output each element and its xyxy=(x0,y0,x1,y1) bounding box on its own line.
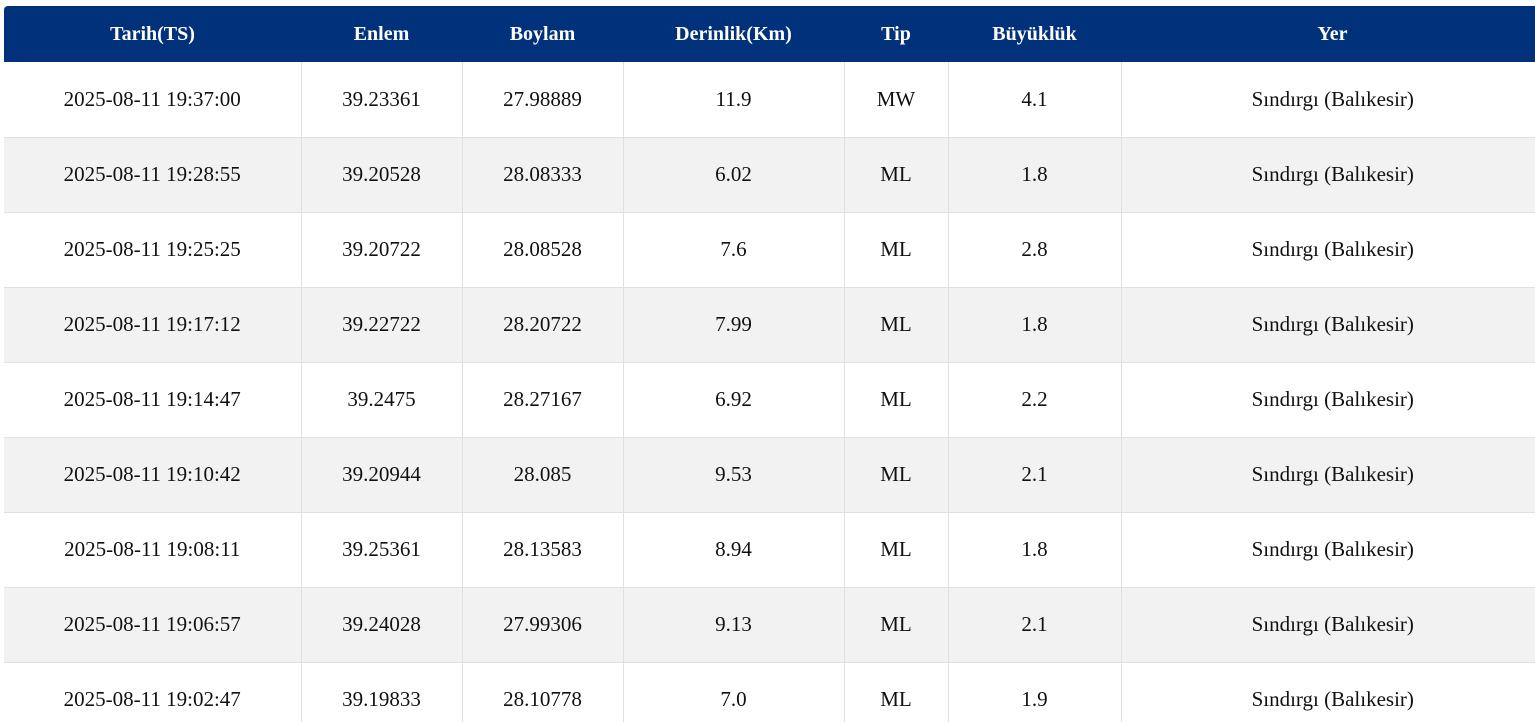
cell-depth: 9.13 xyxy=(622,587,844,663)
cell-longitude: 28.13583 xyxy=(461,512,623,588)
table-row[interactable]: 2025-08-11 19:17:12 39.22722 28.20722 7.… xyxy=(4,287,1535,363)
cell-longitude: 28.085 xyxy=(461,437,623,513)
cell-latitude: 39.19833 xyxy=(300,662,462,722)
cell-longitude: 28.10778 xyxy=(461,662,623,722)
cell-magnitude: 4.1 xyxy=(947,62,1121,138)
cell-date: 2025-08-11 19:37:00 xyxy=(4,62,301,138)
cell-depth: 11.9 xyxy=(622,62,844,138)
cell-type: MW xyxy=(843,62,948,138)
cell-type: ML xyxy=(843,662,948,722)
cell-depth: 8.94 xyxy=(622,512,844,588)
cell-date: 2025-08-11 19:06:57 xyxy=(4,587,301,663)
table-row[interactable]: 2025-08-11 19:37:00 39.23361 27.98889 11… xyxy=(4,62,1535,138)
cell-latitude: 39.23361 xyxy=(300,62,462,138)
cell-date: 2025-08-11 19:10:42 xyxy=(4,437,301,513)
table-row[interactable]: 2025-08-11 19:06:57 39.24028 27.99306 9.… xyxy=(4,587,1535,663)
header-type[interactable]: Tip xyxy=(881,22,911,45)
cell-latitude: 39.20528 xyxy=(300,137,462,213)
header-magnitude[interactable]: Büyüklük xyxy=(992,22,1077,45)
table-row[interactable]: 2025-08-11 19:28:55 39.20528 28.08333 6.… xyxy=(4,137,1535,213)
cell-date: 2025-08-11 19:08:11 xyxy=(4,512,301,588)
cell-date: 2025-08-11 19:28:55 xyxy=(4,137,301,213)
cell-depth: 7.6 xyxy=(622,212,844,288)
earthquake-table-container: Tarih(TS) Enlem Boylam Derinlik(Km) Tip … xyxy=(4,6,1535,722)
cell-type: ML xyxy=(843,137,948,213)
header-longitude[interactable]: Boylam xyxy=(509,22,576,45)
cell-magnitude: 1.8 xyxy=(947,137,1121,213)
cell-type: ML xyxy=(843,437,948,513)
header-row: Tarih(TS) Enlem Boylam Derinlik(Km) Tip … xyxy=(4,6,1535,62)
table-body: 2025-08-11 19:37:00 39.23361 27.98889 11… xyxy=(4,62,1535,722)
cell-type: ML xyxy=(843,362,948,438)
table-row[interactable]: 2025-08-11 19:14:47 39.2475 28.27167 6.9… xyxy=(4,362,1535,438)
cell-longitude: 28.08528 xyxy=(461,212,623,288)
cell-location: Sındırgı (Balıkesir) xyxy=(1120,287,1535,363)
cell-depth: 6.02 xyxy=(622,137,844,213)
cell-longitude: 27.98889 xyxy=(461,62,623,138)
cell-magnitude: 1.8 xyxy=(947,287,1121,363)
cell-date: 2025-08-11 19:14:47 xyxy=(4,362,301,438)
cell-depth: 9.53 xyxy=(622,437,844,513)
cell-location: Sındırgı (Balıkesir) xyxy=(1120,437,1535,513)
cell-type: ML xyxy=(843,212,948,288)
cell-date: 2025-08-11 19:02:47 xyxy=(4,662,301,722)
cell-location: Sındırgı (Balıkesir) xyxy=(1120,62,1535,138)
cell-longitude: 27.99306 xyxy=(461,587,623,663)
cell-longitude: 28.20722 xyxy=(461,287,623,363)
cell-magnitude: 2.2 xyxy=(947,362,1121,438)
cell-magnitude: 2.1 xyxy=(947,587,1121,663)
cell-latitude: 39.2475 xyxy=(300,362,462,438)
cell-location: Sındırgı (Balıkesir) xyxy=(1120,362,1535,438)
table-row[interactable]: 2025-08-11 19:10:42 39.20944 28.085 9.53… xyxy=(4,437,1535,513)
cell-magnitude: 2.8 xyxy=(947,212,1121,288)
cell-date: 2025-08-11 19:25:25 xyxy=(4,212,301,288)
cell-magnitude: 1.9 xyxy=(947,662,1121,722)
cell-location: Sındırgı (Balıkesir) xyxy=(1120,587,1535,663)
cell-location: Sındırgı (Balıkesir) xyxy=(1120,512,1535,588)
cell-location: Sındırgı (Balıkesir) xyxy=(1120,212,1535,288)
cell-depth: 6.92 xyxy=(622,362,844,438)
header-depth[interactable]: Derinlik(Km) xyxy=(675,22,792,45)
cell-latitude: 39.20944 xyxy=(300,437,462,513)
table-row[interactable]: 2025-08-11 19:25:25 39.20722 28.08528 7.… xyxy=(4,212,1535,288)
table-row[interactable]: 2025-08-11 19:02:47 39.19833 28.10778 7.… xyxy=(4,662,1535,722)
cell-latitude: 39.20722 xyxy=(300,212,462,288)
cell-magnitude: 1.8 xyxy=(947,512,1121,588)
cell-type: ML xyxy=(843,287,948,363)
cell-type: ML xyxy=(843,512,948,588)
header-location[interactable]: Yer xyxy=(1317,22,1348,45)
table-row[interactable]: 2025-08-11 19:08:11 39.25361 28.13583 8.… xyxy=(4,512,1535,588)
cell-latitude: 39.22722 xyxy=(300,287,462,363)
cell-location: Sındırgı (Balıkesir) xyxy=(1120,662,1535,722)
cell-location: Sındırgı (Balıkesir) xyxy=(1120,137,1535,213)
cell-magnitude: 2.1 xyxy=(947,437,1121,513)
earthquake-table: Tarih(TS) Enlem Boylam Derinlik(Km) Tip … xyxy=(4,6,1535,722)
header-latitude[interactable]: Enlem xyxy=(353,22,410,45)
header-date[interactable]: Tarih(TS) xyxy=(110,22,195,45)
cell-depth: 7.0 xyxy=(622,662,844,722)
cell-type: ML xyxy=(843,587,948,663)
cell-depth: 7.99 xyxy=(622,287,844,363)
cell-latitude: 39.25361 xyxy=(300,512,462,588)
cell-longitude: 28.27167 xyxy=(461,362,623,438)
cell-latitude: 39.24028 xyxy=(300,587,462,663)
cell-date: 2025-08-11 19:17:12 xyxy=(4,287,301,363)
cell-longitude: 28.08333 xyxy=(461,137,623,213)
table-header: Tarih(TS) Enlem Boylam Derinlik(Km) Tip … xyxy=(4,6,1535,62)
